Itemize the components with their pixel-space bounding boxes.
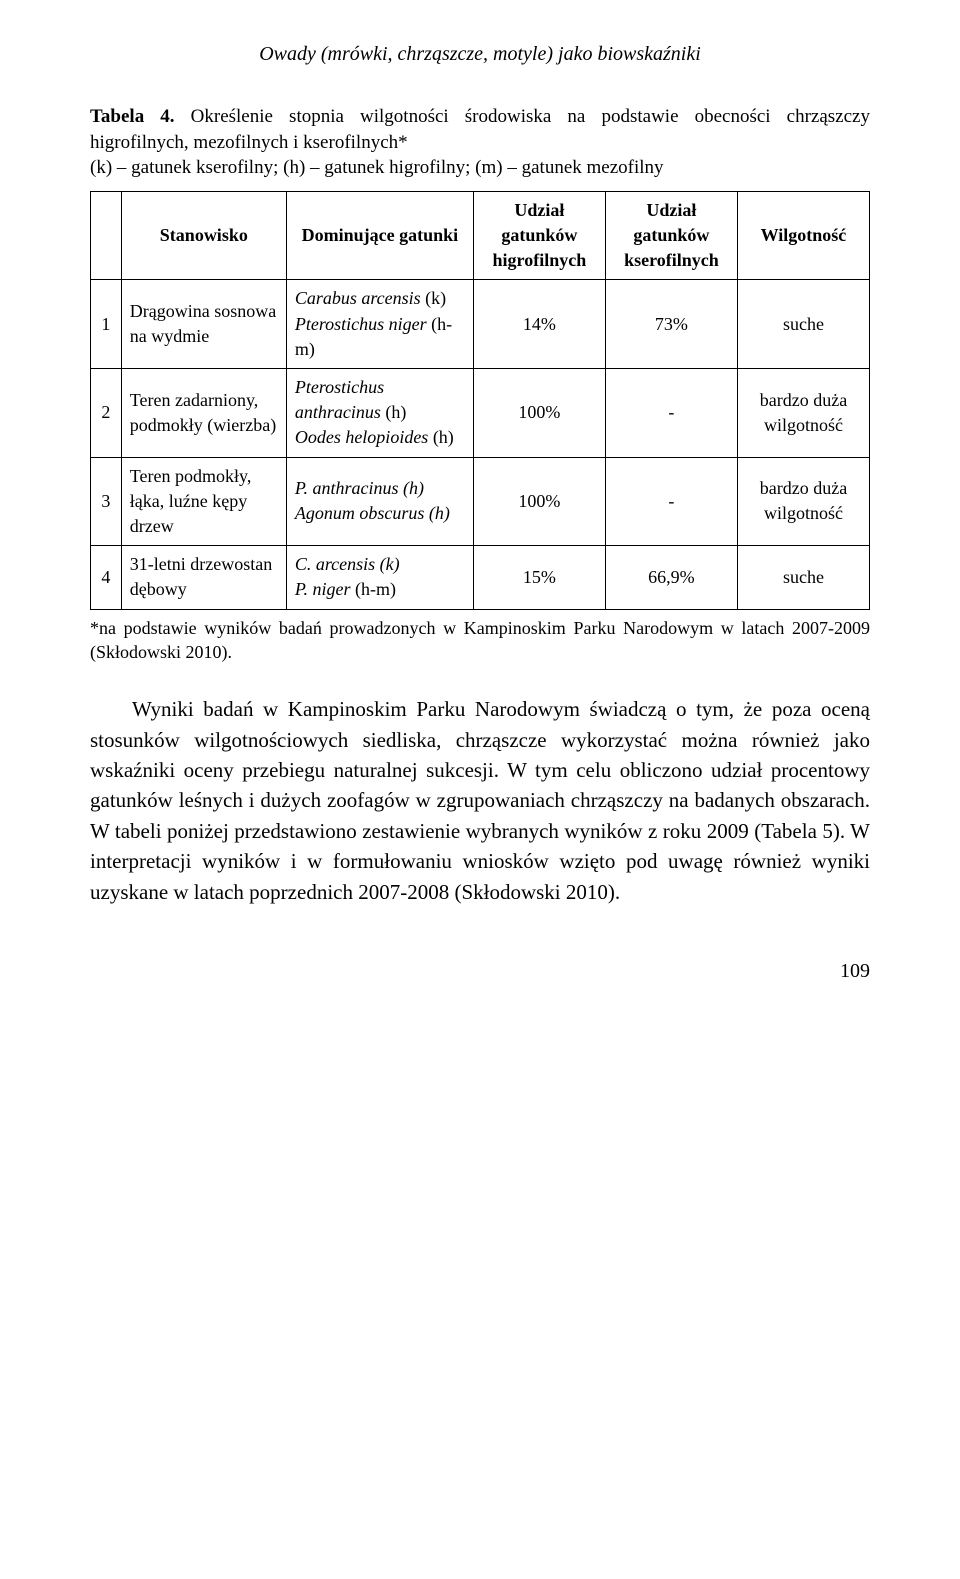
body-paragraph: Wyniki badań w Kampinoskim Parku Narodow… — [90, 694, 870, 907]
running-header: Owady (mrówki, chrząszcze, motyle) jako … — [90, 40, 870, 68]
cell-stanowisko: Teren podmokły, łąka, luźne kępy drzew — [121, 457, 286, 546]
col-wilgotnosc: Wilgotność — [737, 191, 869, 280]
table-row: 4 31-letni drzewostan dębowy C. arcensis… — [91, 546, 870, 609]
table-legend: (k) – gatunek kserofilny; (h) – gatunek … — [90, 157, 664, 178]
cell-stanowisko: Teren zadarniony, podmokły (wierzba) — [121, 369, 286, 458]
page-number: 109 — [90, 957, 870, 985]
cell-index: 4 — [91, 546, 122, 609]
moisture-table: Stanowisko Dominujące gatunki Udział gat… — [90, 191, 870, 610]
cell-dominujace: Pterostichus anthracinus (h)Oodes helopi… — [286, 369, 473, 458]
col-higrofilnych: Udział gatunków higrofilnych — [473, 191, 605, 280]
col-index — [91, 191, 122, 280]
table-body: 1 Drągowina sosnowa na wydmie Carabus ar… — [91, 280, 870, 609]
col-kserofilnych: Udział gatunków kserofilnych — [605, 191, 737, 280]
table-footnote: *na podstawie wyników badań prowadzonych… — [90, 616, 870, 665]
table-caption: Tabela 4. Określenie stopnia wilgotności… — [90, 104, 870, 181]
cell-wilg: suche — [737, 546, 869, 609]
cell-index: 1 — [91, 280, 122, 369]
cell-index: 3 — [91, 457, 122, 546]
cell-higro: 15% — [473, 546, 605, 609]
cell-dominujace: Carabus arcensis (k)Pterostichus niger (… — [286, 280, 473, 369]
cell-ksero: - — [605, 457, 737, 546]
cell-stanowisko: 31-letni drzewostan dębowy — [121, 546, 286, 609]
cell-stanowisko: Drągowina sosnowa na wydmie — [121, 280, 286, 369]
table-row: 3 Teren podmokły, łąka, luźne kępy drzew… — [91, 457, 870, 546]
cell-higro: 100% — [473, 457, 605, 546]
cell-ksero: - — [605, 369, 737, 458]
table-row: 2 Teren zadarniony, podmokły (wierzba) P… — [91, 369, 870, 458]
cell-wilg: bardzo duża wilgotność — [737, 457, 869, 546]
col-dominujace: Dominujące gatunki — [286, 191, 473, 280]
cell-ksero: 73% — [605, 280, 737, 369]
cell-higro: 100% — [473, 369, 605, 458]
table-caption-text: Określenie stopnia wilgotności środowisk… — [90, 106, 870, 153]
table-header-row: Stanowisko Dominujące gatunki Udział gat… — [91, 191, 870, 280]
cell-dominujace: P. anthracinus (h)Agonum obscurus (h) — [286, 457, 473, 546]
table-label: Tabela 4. — [90, 106, 175, 127]
cell-higro: 14% — [473, 280, 605, 369]
cell-wilg: bardzo duża wilgotność — [737, 369, 869, 458]
cell-dominujace: C. arcensis (k)P. niger (h-m) — [286, 546, 473, 609]
cell-wilg: suche — [737, 280, 869, 369]
col-stanowisko: Stanowisko — [121, 191, 286, 280]
cell-ksero: 66,9% — [605, 546, 737, 609]
table-row: 1 Drągowina sosnowa na wydmie Carabus ar… — [91, 280, 870, 369]
cell-index: 2 — [91, 369, 122, 458]
